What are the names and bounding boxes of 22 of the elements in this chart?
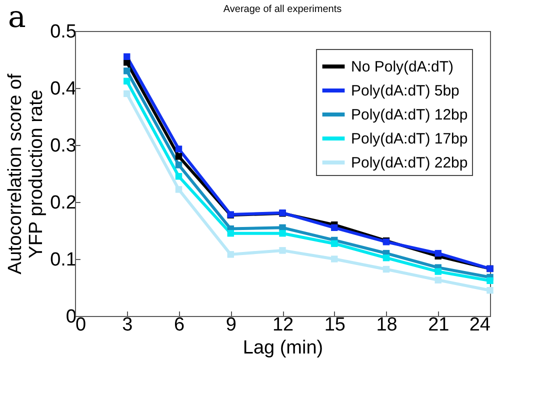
x-tick-label: 12 bbox=[272, 314, 294, 336]
legend-label: No Poly(dA:dT) bbox=[351, 58, 454, 76]
y-axis-title: Autocorrelation score of YFP production rate bbox=[5, 72, 48, 274]
legend-label: Poly(dA:dT) 5bp bbox=[351, 82, 460, 100]
legend-label: Poly(dA:dT) 12bp bbox=[351, 106, 468, 124]
x-tick-label: 9 bbox=[226, 314, 236, 336]
legend-label: Poly(dA:dT) 17bp bbox=[351, 130, 468, 148]
x-tick-label: 3 bbox=[122, 314, 133, 336]
x-tick-label: 24 bbox=[469, 314, 491, 336]
y-tick-label: 0.1 bbox=[50, 250, 76, 270]
text: a bbox=[8, 0, 26, 35]
x-tick-label: 15 bbox=[324, 314, 346, 336]
x-tick-label: 18 bbox=[376, 314, 398, 336]
x-axis-title: Lag (min) bbox=[242, 338, 324, 358]
legend-label: Poly(dA:dT) 22bp bbox=[351, 154, 468, 172]
y-tick-label: 0.2 bbox=[50, 192, 76, 214]
y-tick-label: 0.3 bbox=[50, 136, 76, 156]
x-tick-label: 6 bbox=[174, 314, 185, 336]
y-tick-label: 0.4 bbox=[50, 78, 77, 100]
y-tick-label: 0.5 bbox=[50, 22, 76, 42]
x-tick-label: 21 bbox=[428, 314, 450, 336]
chart-title: Average of all experiments bbox=[223, 4, 342, 15]
